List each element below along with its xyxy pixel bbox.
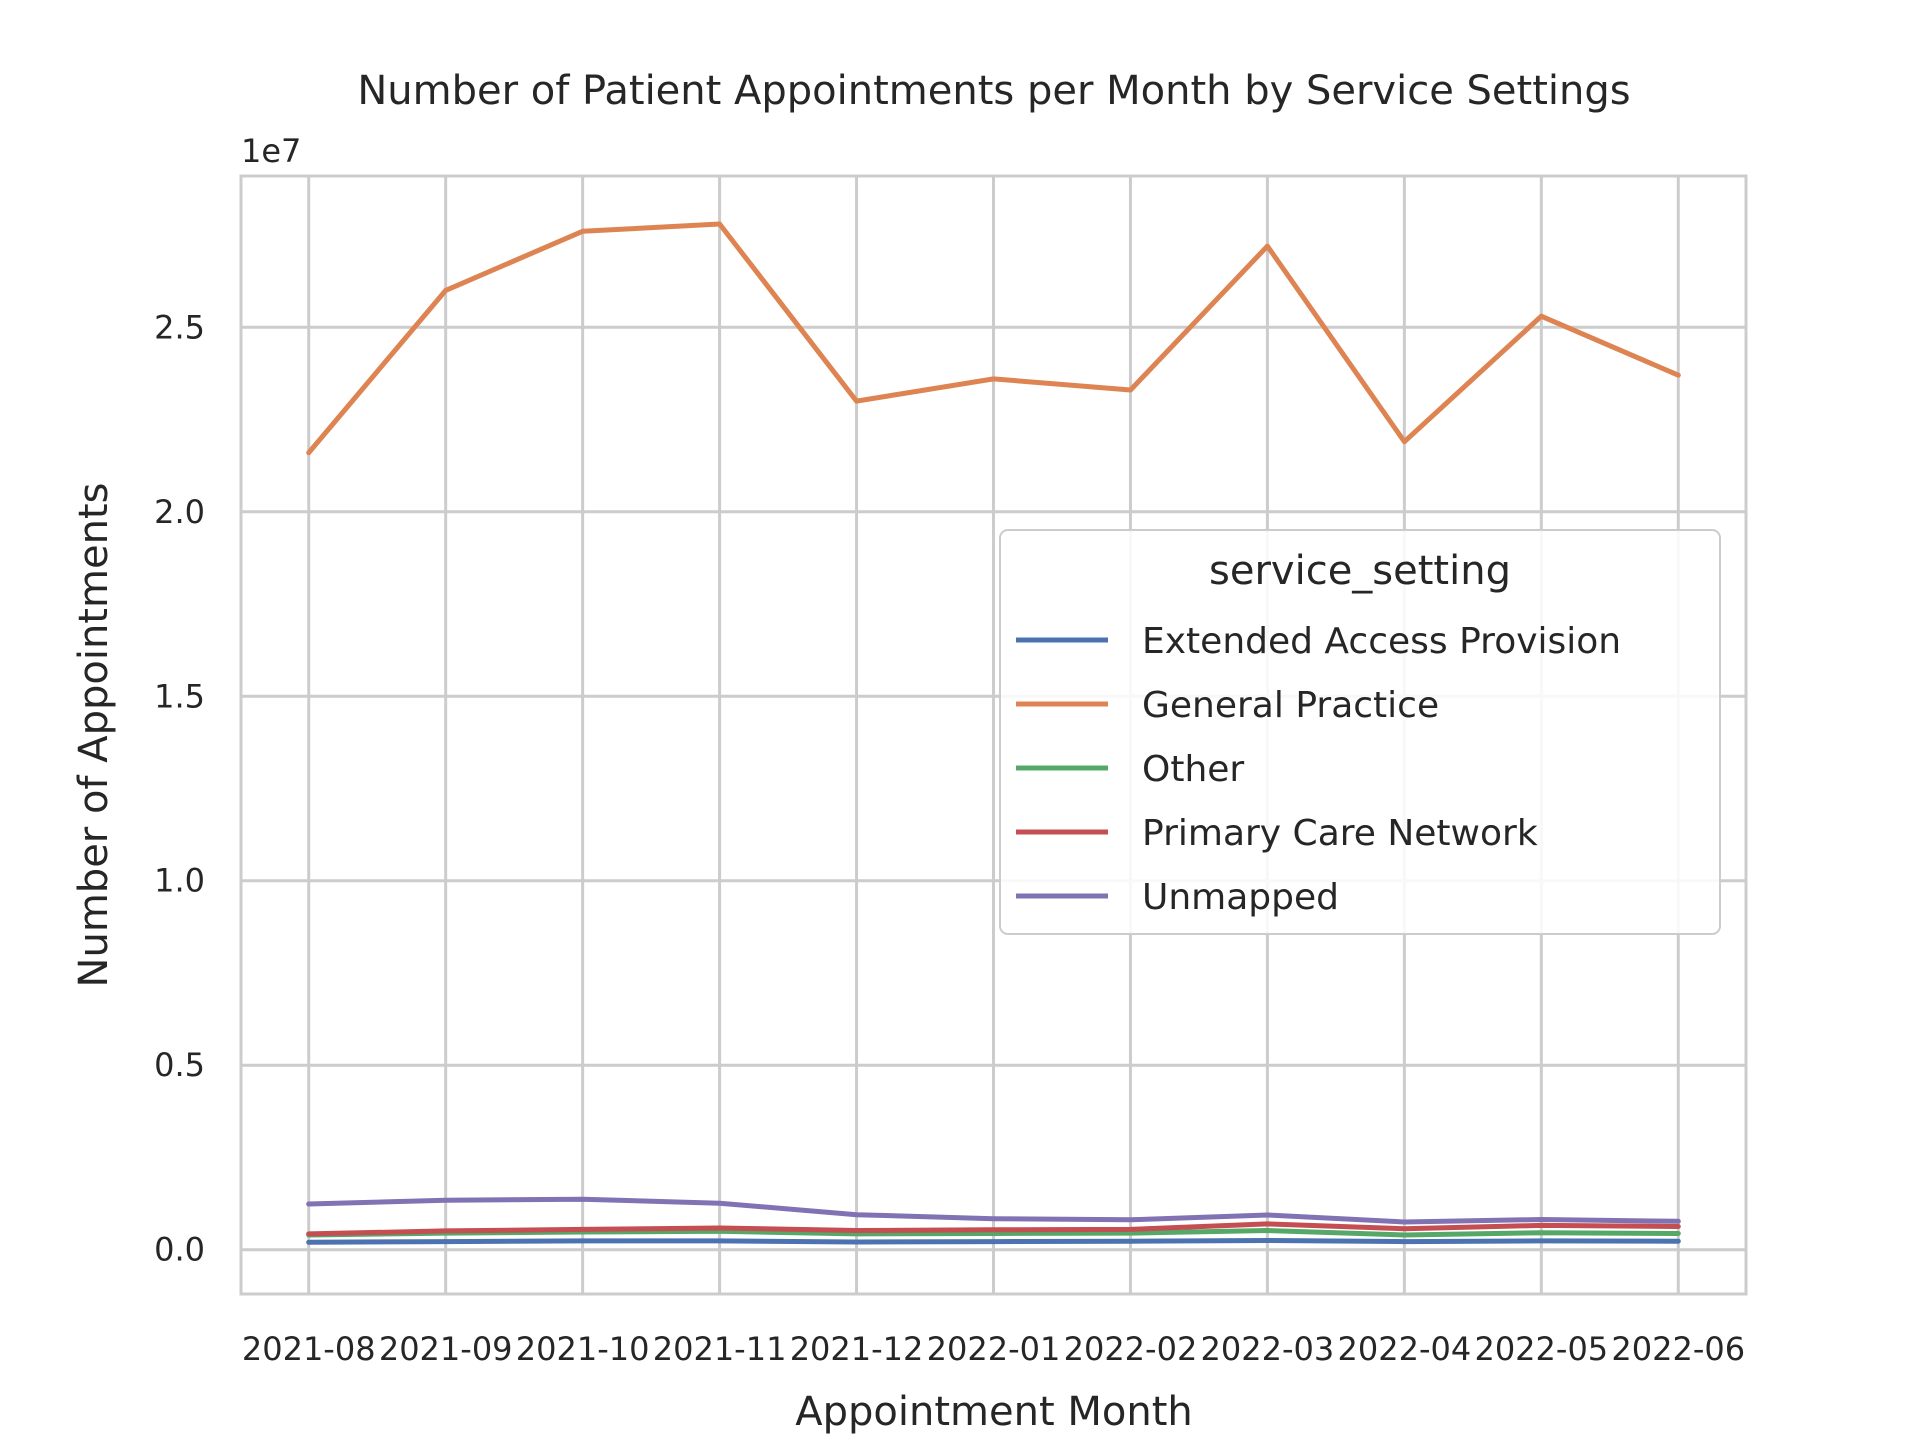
series-line-unmapped bbox=[306, 1196, 1681, 1225]
x-tick-label: 2022-03 bbox=[1201, 1330, 1335, 1368]
y-tick-label: 2.5 bbox=[154, 308, 205, 346]
x-tick-label: 2022-05 bbox=[1474, 1330, 1608, 1368]
series-line-primary-care-network bbox=[306, 1221, 1681, 1237]
y-tick-label: 0.0 bbox=[154, 1231, 205, 1269]
legend-label: Unmapped bbox=[1142, 877, 1339, 918]
x-tick-label: 2021-09 bbox=[379, 1330, 513, 1368]
y-offset-label: 1e7 bbox=[241, 132, 301, 170]
x-tick-label: 2022-06 bbox=[1611, 1330, 1745, 1368]
series-line-general-practice bbox=[306, 221, 1681, 456]
x-tick-label: 2021-12 bbox=[790, 1330, 924, 1368]
y-tick-label: 0.5 bbox=[154, 1046, 205, 1084]
x-tick-labels: 2021-08 2021-09 2021-10 2021-11 2021-12 2022-… bbox=[242, 1330, 1745, 1368]
plot-frame bbox=[239, 174, 1748, 1296]
legend-items: Extended Access Provision General Practic… bbox=[1016, 621, 1621, 918]
x-axis-label: Appointment Month bbox=[795, 1389, 1192, 1435]
legend-label: General Practice bbox=[1142, 685, 1439, 726]
x-tick-label: 2021-08 bbox=[242, 1330, 376, 1368]
legend-label: Primary Care Network bbox=[1142, 813, 1538, 854]
y-tick-labels: 0.0 0.5 1.0 1.5 2.0 2.5 bbox=[154, 308, 205, 1268]
legend-title: service_setting bbox=[1209, 548, 1511, 594]
y-axis-label: Number of Appointments bbox=[71, 483, 117, 988]
chart-title: Number of Patient Appointments per Month… bbox=[357, 68, 1630, 114]
series-line-extended-access-provision bbox=[306, 1238, 1681, 1245]
x-tick-label: 2022-01 bbox=[927, 1330, 1061, 1368]
x-tick-label: 2021-11 bbox=[653, 1330, 787, 1368]
x-tick-label: 2021-10 bbox=[516, 1330, 650, 1368]
legend: service_setting Extended Access Provisio… bbox=[999, 529, 1721, 935]
x-tick-label: 2022-04 bbox=[1338, 1330, 1472, 1368]
y-tick-label: 1.5 bbox=[154, 677, 205, 715]
x-tick-label: 2022-02 bbox=[1064, 1330, 1198, 1368]
y-tick-label: 1.0 bbox=[154, 862, 205, 900]
series-lines bbox=[306, 221, 1681, 1245]
legend-label: Other bbox=[1142, 749, 1244, 790]
legend-label: Extended Access Provision bbox=[1142, 621, 1621, 662]
y-tick-label: 2.0 bbox=[154, 493, 205, 531]
legend-box bbox=[999, 529, 1721, 935]
